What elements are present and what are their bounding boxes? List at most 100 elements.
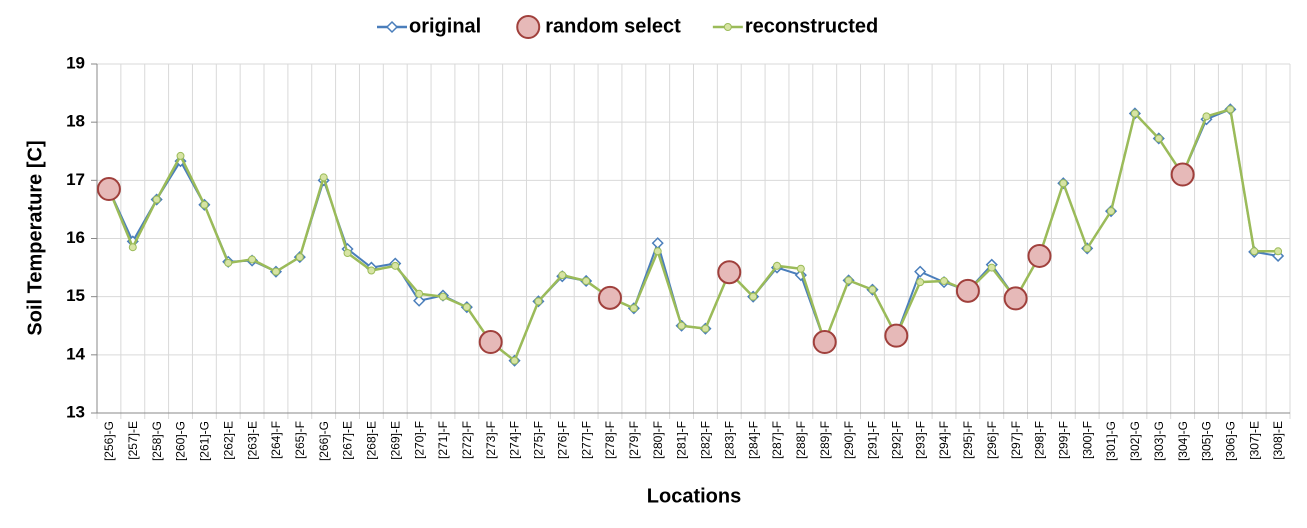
marker xyxy=(812,330,837,355)
x-tick-label: [306]-G xyxy=(1224,421,1238,461)
x-tick-label: [303]-G xyxy=(1152,421,1166,461)
legend-item: original xyxy=(377,15,481,37)
y-tick-label: 15 xyxy=(66,286,85,305)
marker xyxy=(1059,179,1068,188)
marker xyxy=(128,243,137,252)
legend-marker xyxy=(385,20,399,34)
x-tick-label: [280]-F xyxy=(651,421,665,459)
marker xyxy=(413,294,426,307)
x-tick-label: [272]-F xyxy=(460,421,474,459)
x-tick-label: [296]-F xyxy=(985,421,999,459)
legend-label: random select xyxy=(545,15,681,37)
x-tick-label: [282]-F xyxy=(699,421,713,459)
x-tick-label: [302]-G xyxy=(1128,421,1142,461)
marker xyxy=(367,266,376,275)
marker xyxy=(653,247,662,256)
y-axis-title: Soil Temperature [C] xyxy=(24,140,46,335)
marker xyxy=(1130,109,1139,118)
marker xyxy=(1226,105,1235,114)
x-tick-label: [269]-E xyxy=(388,421,402,460)
x-tick-label: [265]-F xyxy=(293,421,307,459)
marker xyxy=(916,278,925,287)
x-tick-label: [271]-F xyxy=(436,421,450,459)
marker xyxy=(701,324,710,333)
x-tick-label: [277]-F xyxy=(579,421,593,459)
marker xyxy=(415,289,424,298)
x-tick-label: [279]-F xyxy=(627,421,641,459)
x-tick-label: [304]-G xyxy=(1176,421,1190,461)
y-tick-label: 14 xyxy=(66,344,85,363)
x-tick-label: [287]-F xyxy=(770,421,784,459)
marker xyxy=(629,304,638,313)
x-tick-label: [274]-F xyxy=(508,421,522,459)
marker xyxy=(582,276,591,285)
legend-item: reconstructed xyxy=(712,15,878,37)
x-tick-label: [300]-F xyxy=(1080,421,1094,459)
x-tick-label: [308]-E xyxy=(1271,421,1285,460)
marker xyxy=(96,177,121,202)
x-tick-label: [256]-G xyxy=(102,421,116,461)
x-tick-label: [299]-F xyxy=(1057,421,1071,459)
series xyxy=(96,162,1195,355)
x-tick-label: [292]-F xyxy=(889,421,903,459)
x-tick-label: [263]-E xyxy=(245,421,259,460)
marker xyxy=(534,297,543,306)
x-tick-label: [268]-E xyxy=(365,421,379,460)
legend-label: reconstructed xyxy=(745,15,878,37)
x-tick-label: [276]-F xyxy=(555,421,569,459)
x-tick-label: [283]-F xyxy=(722,421,736,459)
marker xyxy=(319,173,328,182)
x-tick-label: [281]-F xyxy=(675,421,689,459)
x-tick-label: [258]-G xyxy=(150,421,164,461)
legend-marker xyxy=(723,23,732,31)
marker xyxy=(1154,134,1163,143)
marker xyxy=(176,151,185,160)
marker xyxy=(884,323,909,348)
marker xyxy=(510,356,519,365)
x-tick-label: [288]-F xyxy=(794,421,808,459)
x-tick-label: [278]-F xyxy=(603,421,617,459)
x-tick-label: [257]-E xyxy=(126,421,140,460)
marker xyxy=(462,303,471,312)
marker xyxy=(1170,162,1195,187)
marker xyxy=(717,260,742,285)
marker xyxy=(558,271,567,280)
marker xyxy=(248,255,257,264)
marker xyxy=(1274,247,1283,256)
x-tick-label: [266]-G xyxy=(317,421,331,461)
marker xyxy=(796,264,805,273)
marker xyxy=(987,263,996,272)
marker xyxy=(914,265,927,278)
y-tick-label: 18 xyxy=(66,112,85,131)
marker xyxy=(651,237,664,250)
x-tick-label: [260]-G xyxy=(174,421,188,461)
x-tick-label: [290]-F xyxy=(842,421,856,459)
marker xyxy=(955,278,980,303)
marker xyxy=(478,330,503,355)
x-tick-label: [294]-F xyxy=(937,421,951,459)
marker xyxy=(271,267,280,276)
marker xyxy=(844,276,853,285)
x-tick-label: [297]-F xyxy=(1009,421,1023,459)
x-tick-label: [275]-F xyxy=(532,421,546,459)
marker xyxy=(940,276,949,285)
marker xyxy=(749,292,758,301)
x-tick-label: [284]-F xyxy=(746,421,760,459)
marker xyxy=(224,258,233,267)
x-tick-label: [291]-F xyxy=(866,421,880,459)
y-tick-label: 13 xyxy=(66,402,85,421)
series-line xyxy=(107,107,1279,363)
y-tick-label: 17 xyxy=(66,170,85,189)
legend-item: random select xyxy=(516,15,681,39)
marker xyxy=(773,261,782,270)
marker xyxy=(152,195,161,204)
x-tick-label: [305]-G xyxy=(1200,421,1214,461)
x-tick-label: [267]-E xyxy=(341,421,355,460)
x-tick-label: [273]-F xyxy=(484,421,498,459)
legend-label: original xyxy=(409,15,481,37)
marker xyxy=(1107,207,1116,216)
legend-marker xyxy=(516,15,541,39)
x-tick-label: [289]-F xyxy=(818,421,832,459)
marker xyxy=(1003,286,1028,311)
